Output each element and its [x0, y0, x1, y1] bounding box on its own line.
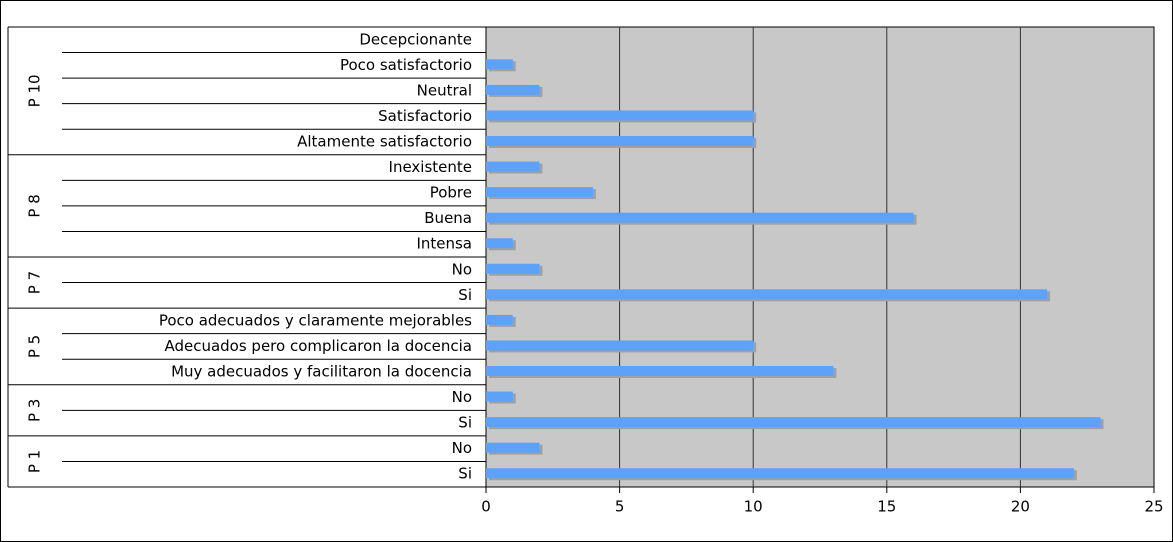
plot-area: [485, 26, 1155, 488]
y-tick-label: Intensa: [416, 235, 472, 253]
y-tick-label: Inexistente: [389, 158, 472, 176]
bar: [486, 263, 540, 274]
bar: [486, 187, 593, 198]
bar: [486, 468, 1074, 479]
y-tick-label: Poco satisfactorio: [340, 56, 472, 74]
bar: [486, 136, 754, 146]
y-tick-label: Satisfactorio: [378, 107, 472, 125]
y-tick-label: Pobre: [430, 184, 472, 202]
y-tick-label: Adecuados pero complicaron la docencia: [164, 337, 472, 355]
bar: [486, 289, 1048, 300]
y-tick-label: Altamente satisfactorio: [297, 133, 472, 151]
y-tick-label: Si: [458, 286, 472, 304]
bar: [486, 212, 914, 223]
bar: [486, 110, 754, 121]
y-tick-label: Si: [458, 465, 472, 483]
bar: [486, 391, 513, 402]
group-label: P 8: [26, 194, 44, 217]
group-label: P 3: [26, 399, 44, 422]
bar: [486, 161, 540, 172]
y-tick-label: No: [452, 439, 472, 457]
group-label: P 1: [26, 450, 44, 473]
y-tick-label: Buena: [424, 209, 472, 227]
x-tick-label: 5: [615, 498, 625, 516]
y-tick-label: Neutral: [417, 81, 472, 99]
x-tick-label: 10: [744, 498, 763, 516]
bar: [486, 417, 1101, 428]
group-label: P 5: [26, 335, 44, 358]
bar: [486, 340, 754, 351]
y-tick-label: Poco adecuados y claramente mejorables: [159, 311, 472, 329]
y-tick-label: No: [452, 388, 472, 406]
x-tick-label: 0: [481, 498, 491, 516]
bar: [486, 84, 540, 95]
bar: [486, 238, 513, 249]
bar: [486, 314, 513, 325]
group-label: P 7: [26, 271, 44, 294]
bar: [486, 59, 513, 70]
bar: [486, 366, 834, 376]
y-tick-label: Muy adecuados y facilitaron la docencia: [171, 363, 472, 381]
y-tick-label: Si: [458, 414, 472, 432]
x-tick-label: 20: [1011, 498, 1030, 516]
y-tick-label: No: [452, 260, 472, 278]
x-tick-label: 25: [1144, 498, 1163, 516]
x-tick-label: 15: [877, 498, 896, 516]
group-label: P 10: [26, 74, 44, 107]
y-tick-label: Decepcionante: [359, 30, 472, 48]
bar: [486, 442, 540, 453]
